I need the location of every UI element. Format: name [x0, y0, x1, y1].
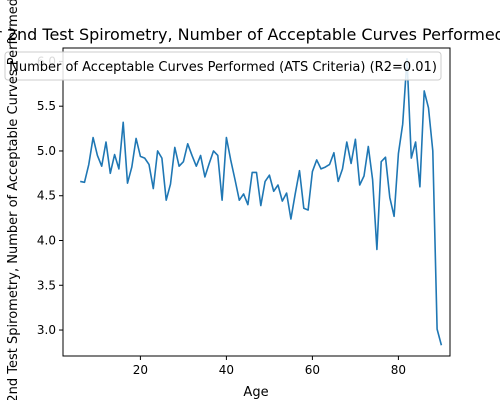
y-tick-label: 3.5 — [37, 278, 56, 292]
legend-entry-label: Number of Acceptable Curves Performed (A… — [9, 60, 437, 75]
y-axis-label: r 2nd Test Spirometry, Number of Accepta… — [6, 0, 21, 400]
y-tick-label: 3.0 — [37, 323, 56, 337]
legend-box — [4, 51, 442, 81]
y-tick-label: 5.0 — [37, 144, 56, 158]
x-tick-label: 60 — [305, 363, 320, 377]
chart-title: r 2nd Test Spirometry, Number of Accepta… — [0, 25, 500, 44]
y-tick-label: 4.0 — [37, 234, 56, 248]
x-tick-label: 20 — [133, 363, 148, 377]
series-line-0 — [80, 57, 443, 346]
y-tick-label: 4.5 — [37, 189, 56, 203]
x-tick-label: 80 — [391, 363, 406, 377]
y-tick-label: 5.5 — [37, 99, 56, 113]
plot-frame — [62, 47, 451, 357]
x-tick-label: 40 — [219, 363, 234, 377]
x-axis-label: Age — [243, 385, 268, 400]
